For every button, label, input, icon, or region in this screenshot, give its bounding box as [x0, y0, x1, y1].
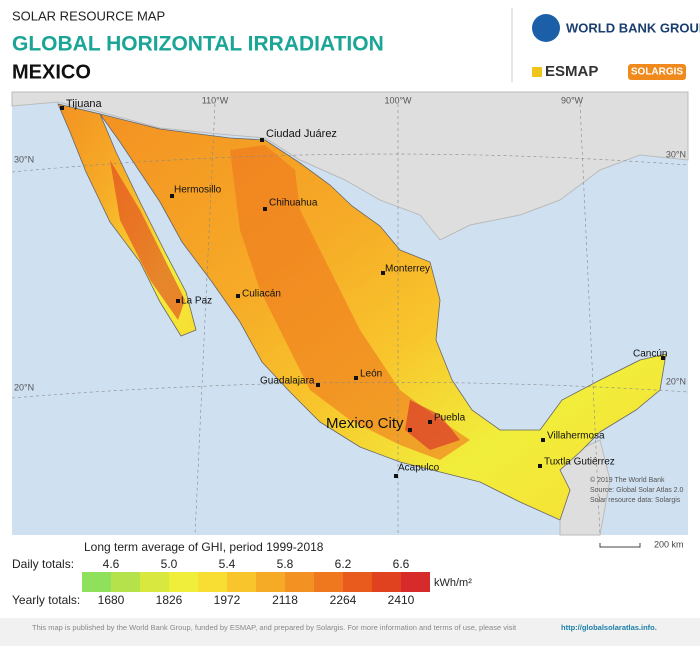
daily-label: Daily totals: [12, 557, 74, 571]
city-label: Mexico City [326, 415, 404, 432]
city-marker [170, 194, 174, 198]
solargis-logo: SOLARGIS [631, 67, 684, 78]
daily-value: 6.2 [335, 557, 352, 571]
yearly-value: 1680 [98, 593, 125, 607]
legend-swatch [372, 572, 401, 592]
legend-swatch [343, 572, 372, 592]
city-marker [260, 138, 264, 142]
legend-swatch [111, 572, 140, 592]
lon-label: 90°W [561, 95, 584, 105]
puebla-high-zone [405, 400, 460, 450]
yearly-value: 2264 [330, 593, 357, 607]
city-label: Hermosillo [174, 185, 222, 196]
yearly-label: Yearly totals: [12, 593, 80, 607]
scale-bar [599, 543, 641, 548]
credit: Source: Global Solar Atlas 2.0 [590, 487, 683, 494]
city-label: Ciudad Juárez [266, 128, 337, 140]
city-label: La Paz [181, 296, 212, 307]
city-label: Tuxtla Gutiérrez [544, 457, 615, 468]
esmap-logo: ESMAP [545, 63, 598, 80]
lat-label: 30°N [666, 149, 686, 159]
legend-swatch [140, 572, 169, 592]
daily-value: 5.8 [277, 557, 294, 571]
lat-label: 20°N [14, 382, 34, 392]
usa [11, 91, 689, 241]
city-label: Acapulco [398, 463, 440, 474]
esmap-icon [532, 67, 542, 77]
lat-label: 20°N [666, 376, 686, 386]
legend-swatch [82, 572, 111, 592]
legend-swatch [169, 572, 198, 592]
city-marker [381, 271, 385, 275]
city-marker [408, 428, 412, 432]
legend-swatch [227, 572, 256, 592]
lon-label: 100°W [384, 95, 412, 105]
legend-swatch [198, 572, 227, 592]
high-irradiation-zone [230, 145, 470, 460]
credit: © 2019 The World Bank [590, 476, 665, 484]
city-marker [394, 474, 398, 478]
city-marker [538, 464, 542, 468]
scale-label: 200 km [654, 539, 684, 549]
kicker: SOLAR RESOURCE MAP [12, 8, 165, 23]
world-bank-logo: WORLD BANK GROUP [566, 20, 700, 35]
city-label: Guadalajara [260, 376, 315, 387]
city-label: Monterrey [385, 264, 430, 275]
legend-swatch [314, 572, 343, 592]
city-marker [60, 106, 64, 110]
legend-swatch [401, 572, 430, 592]
solargis-badge [628, 64, 686, 80]
legend-swatch [256, 572, 285, 592]
daily-value: 4.6 [103, 557, 120, 571]
country: MEXICO [12, 61, 91, 83]
footer-bg [0, 618, 700, 646]
city-label: León [360, 369, 382, 380]
city-marker [236, 294, 240, 298]
lat-label: 30°N [14, 154, 34, 164]
world-bank-icon [532, 14, 560, 42]
city-marker [661, 356, 665, 360]
baja-high-zone [110, 160, 185, 320]
city-marker [541, 438, 545, 442]
city-marker [428, 420, 432, 424]
unit: kWh/m² [434, 577, 472, 589]
city-label: Cancún [633, 349, 667, 360]
title: GLOBAL HORIZONTAL IRRADIATION [12, 33, 384, 56]
city-marker [176, 299, 180, 303]
city-label: Culiacán [242, 289, 281, 300]
graticule [11, 103, 689, 536]
city-label: Puebla [434, 413, 466, 424]
city-marker [263, 207, 267, 211]
yearly-value: 2118 [272, 593, 298, 607]
city-label: Villahermosa [547, 431, 605, 442]
credit: Solar resource data: Solargis [590, 497, 681, 504]
city-label: Chihuahua [269, 198, 318, 209]
city-marker [354, 376, 358, 380]
legend-swatch [285, 572, 314, 592]
city-label: Tijuana [66, 98, 103, 110]
yearly-value: 2410 [388, 593, 415, 607]
daily-value: 5.4 [219, 557, 236, 571]
footer-link[interactable]: http://globalsolaratlas.info. [561, 623, 657, 632]
yearly-value: 1826 [156, 593, 183, 607]
city-marker [316, 383, 320, 387]
daily-value: 6.6 [393, 557, 410, 571]
legend-title: Long term average of GHI, period 1999-20… [84, 540, 324, 554]
daily-value: 5.0 [161, 557, 178, 571]
lon-label: 110°W [202, 95, 229, 105]
footer-text: This map is published by the World Bank … [32, 623, 517, 632]
yearly-value: 1972 [214, 593, 241, 607]
